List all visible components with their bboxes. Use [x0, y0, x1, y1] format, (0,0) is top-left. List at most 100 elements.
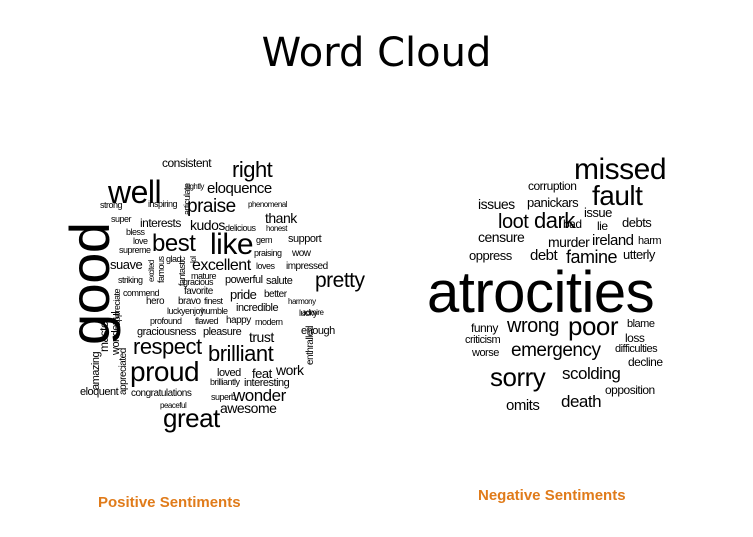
positive-word-appreciate: appreciate [112, 288, 122, 326]
positive-word-powerful: powerful [225, 274, 263, 286]
positive-word-admire: admire [302, 308, 324, 317]
negative-word-issues: issues [478, 196, 515, 212]
negative-word-dark: dark [534, 208, 575, 233]
positive-word-graciousness: graciousness [137, 326, 196, 338]
positive-word-praise: praise [187, 196, 236, 217]
positive-word-appreciated: appreciated [118, 348, 129, 395]
positive-word-lol: lol [189, 256, 198, 263]
positive-word-excited: excited [147, 260, 156, 282]
positive-word-flawed: flawed [195, 316, 219, 326]
positive-word-kudos: kudos [190, 217, 225, 233]
positive-word-enthralled: enthralled [305, 326, 316, 365]
negative-word-debt: debt [530, 247, 558, 264]
positive-word-loved: loved [217, 367, 241, 379]
positive-word-pretty: pretty [315, 269, 365, 292]
negative-word-panickars: panickars [527, 195, 579, 210]
positive-word-articulate: articulate [182, 183, 192, 215]
positive-word-wow: wow [292, 248, 311, 259]
positive-word-glad: glad [166, 254, 182, 264]
positive-word-gracious: gracious [183, 277, 214, 287]
positive-word-fantastic: fantastic [177, 256, 187, 286]
positive-word-proud: proud [130, 356, 200, 387]
positive-word-commend: commend [123, 288, 160, 298]
positive-word-phenomenal: phenomenal [248, 200, 288, 209]
positive-word-excellent: excellent [192, 257, 251, 274]
positive-word-famous: famous [156, 256, 166, 283]
positive-word-suave: suave [110, 257, 143, 272]
positive-word-favorite: favorite [184, 286, 213, 297]
page-title: Word Cloud [261, 30, 492, 76]
positive-word-brilliantly: brilliantly [210, 377, 240, 387]
positive-word-happy: happy [226, 315, 251, 326]
positive-word-wonder: wonder [233, 386, 286, 405]
positive-word-enjoy: enjoy [185, 306, 205, 316]
positive-word-better: better [264, 289, 287, 300]
positive-word-thank: thank [265, 210, 297, 226]
negative-word-difficulties: difficulties [615, 343, 658, 355]
positive-word-rightly: rightly [186, 182, 204, 191]
positive-word-bless: bless [126, 227, 145, 237]
negative-word-utterly: utterly [623, 247, 655, 262]
negative-word-scolding: scolding [562, 364, 621, 383]
negative-word-harm: harm [638, 235, 662, 247]
positive-word-best: best [152, 230, 196, 257]
negative-word-atrocities: atrocities [427, 260, 655, 325]
positive-word-lucky: lucky [299, 308, 318, 318]
positive-word-master: master [97, 318, 111, 352]
positive-word-superb: superb [211, 392, 236, 402]
negative-caption: Negative Sentiments [478, 487, 626, 504]
positive-word-delicious: delicious [225, 223, 256, 233]
positive-word-awesome: awesome [220, 400, 277, 416]
negative-word-fault: fault [592, 180, 643, 211]
negative-word-lie: lie [597, 219, 608, 233]
positive-word-profound: profound [150, 316, 182, 326]
negative-word-opposition: opposition [605, 383, 655, 397]
negative-word-loot: loot [498, 211, 529, 233]
positive-word-supreme: supreme [119, 245, 151, 255]
negative-word-oppress: oppress [469, 248, 512, 263]
positive-word-eloquent: eloquent [80, 386, 119, 398]
positive-word-consistent: consistent [162, 156, 212, 170]
negative-word-issue: issue [584, 205, 612, 220]
positive-word-bravo: bravo [178, 296, 201, 307]
negative-word-worse: worse [472, 347, 499, 359]
negative-word-bad: bad [563, 217, 582, 231]
positive-word-super: super [111, 214, 132, 224]
positive-word-humble: humble [201, 306, 228, 316]
negative-word-omits: omits [506, 397, 540, 414]
positive-word-eloquence: eloquence [207, 180, 272, 197]
positive-word-trust: trust [249, 329, 274, 345]
positive-word-harmony: harmony [288, 297, 316, 306]
negative-word-funny: funny [471, 321, 498, 335]
positive-word-feat: feat [252, 366, 272, 381]
positive-word-finest: finest [204, 296, 223, 306]
positive-word-modern: modern [255, 317, 283, 327]
negative-word-ireland: ireland [592, 232, 634, 249]
positive-word-hero: hero [146, 296, 165, 307]
positive-word-great: great [163, 403, 220, 433]
positive-word-like: like [210, 228, 254, 261]
positive-word-brilliant: brilliant [208, 341, 274, 366]
positive-word-work: work [276, 362, 304, 378]
positive-word-pleasure: pleasure [203, 326, 242, 338]
positive-word-interests: interests [140, 216, 181, 230]
positive-word-mature: mature [191, 271, 217, 281]
negative-word-loss: loss [625, 331, 645, 345]
negative-word-poor: poor [568, 311, 619, 341]
positive-word-praising: praising [254, 248, 282, 258]
negative-word-debts: debts [622, 215, 652, 230]
positive-word-strong: strong [100, 200, 123, 210]
negative-word-criticism: criticism [465, 334, 501, 346]
negative-word-wrong: wrong [507, 315, 559, 337]
positive-word-salute: salute [266, 275, 293, 287]
negative-word-corruption: corruption [528, 179, 577, 193]
positive-word-right: right [232, 157, 273, 182]
positive-word-amazing: amazing [90, 351, 102, 390]
positive-caption: Positive Sentiments [98, 494, 241, 511]
positive-word-well: well [108, 174, 162, 210]
positive-word-interesting: interesting [244, 377, 290, 389]
positive-word-pride: pride [230, 287, 257, 302]
negative-word-famine: famine [566, 247, 618, 267]
negative-word-emergency: emergency [511, 340, 601, 361]
